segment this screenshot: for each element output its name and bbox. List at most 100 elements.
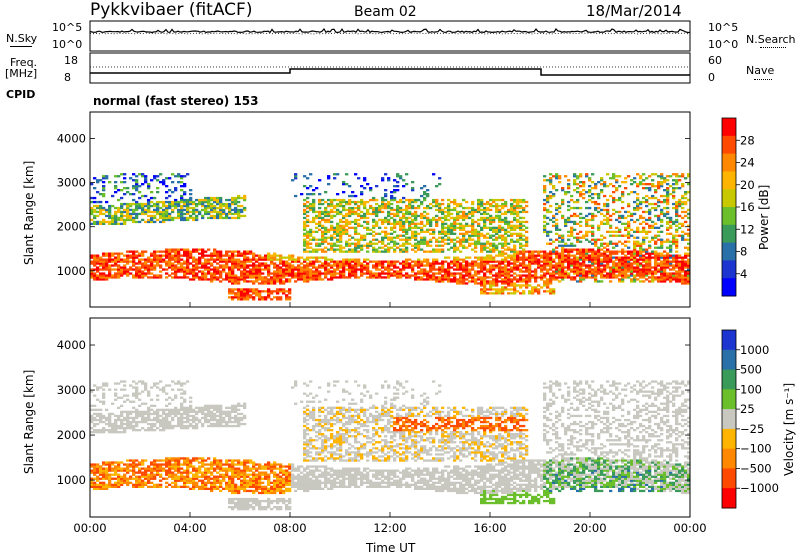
power-cell (231, 268, 235, 271)
power-cell (231, 262, 235, 265)
power-cell (591, 270, 595, 273)
power-cell (543, 175, 547, 178)
power-cell (546, 286, 550, 289)
power-cell (567, 187, 571, 190)
power-cell (144, 262, 148, 265)
power-cell (669, 254, 673, 257)
power-cell (597, 268, 601, 271)
power-cell (651, 183, 655, 186)
power-cell (360, 202, 364, 206)
power-cell (348, 250, 352, 253)
power-cell (252, 282, 256, 285)
power-cell (147, 256, 151, 259)
power-cell (480, 258, 484, 261)
power-cell (282, 274, 286, 277)
power-cell (459, 214, 463, 218)
power-cell (246, 292, 250, 295)
power-cell (489, 292, 493, 295)
power-cell (588, 198, 592, 202)
power-cell (312, 216, 316, 220)
power-cell (306, 177, 310, 180)
power-cell (180, 264, 184, 267)
power-cell (645, 230, 649, 233)
power-cell (126, 212, 130, 216)
power-cell (636, 274, 640, 277)
power-cell (564, 220, 568, 224)
power-cell (336, 260, 340, 263)
power-cell (351, 200, 355, 204)
power-cell (330, 246, 334, 249)
power-cell (237, 264, 241, 267)
power-cell (432, 278, 436, 281)
power-cell (471, 260, 475, 263)
power-cell (441, 228, 445, 231)
power-cell (387, 204, 391, 208)
power-cell (681, 282, 685, 285)
power-cell (423, 240, 427, 243)
power-cell (405, 236, 409, 239)
power-cell (366, 250, 370, 253)
power-cell (222, 258, 226, 261)
power-cell (660, 194, 664, 198)
power-cell (333, 262, 337, 265)
power-cell (543, 252, 547, 255)
power-cell (663, 274, 667, 277)
power-cell (96, 191, 100, 194)
power-cell (594, 187, 598, 190)
power-cell (348, 270, 352, 273)
power-cell (156, 262, 160, 265)
velocity-cell (108, 431, 112, 434)
power-cell (444, 206, 448, 210)
power-cell (390, 216, 394, 220)
power-cell (477, 234, 481, 237)
power-cell (627, 214, 631, 218)
power-cell (555, 262, 559, 265)
power-cell (552, 276, 556, 279)
power-cell (342, 214, 346, 218)
power-cell (462, 282, 466, 285)
power-cell (660, 181, 664, 184)
power-cell (438, 177, 442, 180)
power-cell (393, 240, 397, 243)
power-cell (237, 290, 241, 293)
power-cell (348, 210, 352, 214)
power-cell (111, 276, 115, 279)
power-cell (375, 185, 379, 188)
power-cell (144, 208, 148, 212)
power-cell (462, 234, 466, 237)
power-cell (351, 212, 355, 216)
power-cell (612, 274, 616, 277)
power-cell (612, 175, 616, 178)
power-cell (543, 208, 547, 212)
power-cell (447, 268, 451, 271)
power-cell (309, 185, 313, 188)
power-cell (678, 222, 682, 225)
power-cell (126, 254, 130, 257)
power-cell (126, 191, 130, 194)
power-cell (627, 193, 631, 196)
power-cell (459, 210, 463, 214)
power-cell (462, 238, 466, 241)
power-cell (501, 286, 505, 289)
power-cell (597, 228, 601, 231)
power-cell (168, 248, 172, 251)
power-cell (228, 256, 232, 259)
power-cell (189, 206, 193, 210)
velocity-cell (111, 473, 115, 476)
power-cell (249, 276, 253, 279)
power-cell (516, 258, 520, 261)
power-cell (114, 175, 118, 178)
power-cell (618, 216, 622, 220)
power-cell (174, 187, 178, 190)
power-cell (555, 202, 559, 206)
power-cell (570, 250, 574, 253)
power-cell (93, 210, 97, 214)
power-cell (381, 270, 385, 273)
power-cell (183, 202, 187, 206)
power-cell (432, 232, 436, 235)
power-cell (321, 262, 325, 265)
power-cell (513, 204, 517, 208)
velocity-cell (96, 465, 100, 468)
power-cell (654, 206, 658, 210)
power-cell (246, 298, 250, 301)
